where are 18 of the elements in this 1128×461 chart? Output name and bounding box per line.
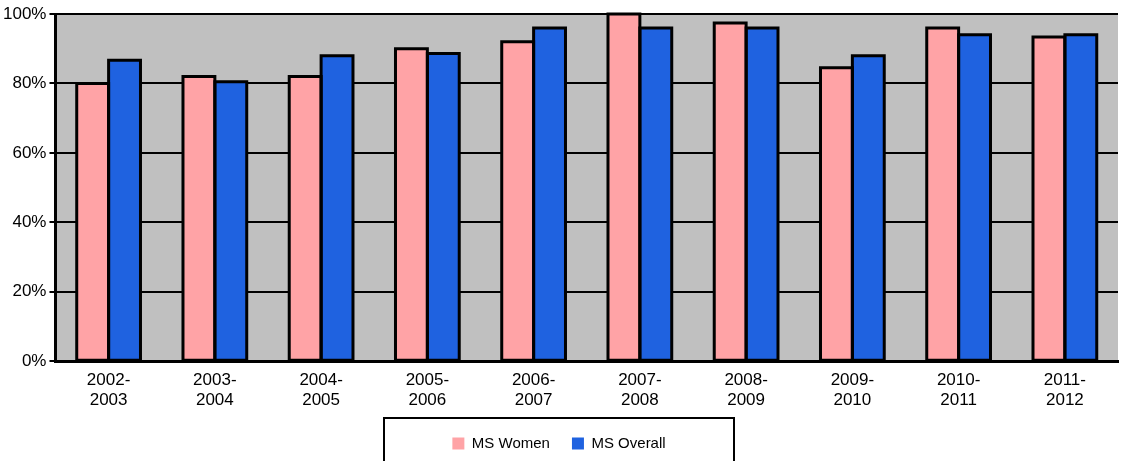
legend-label: MS Overall [591, 433, 666, 451]
x-tick-label: 2004-2005 [299, 370, 343, 410]
x-tick-label: 2009-2010 [830, 370, 875, 410]
x-tick-label: 2005-2006 [405, 370, 450, 410]
y-tick-label: 60% [12, 142, 47, 162]
legend-label: MS Women [471, 433, 550, 451]
y-tick-label: 20% [12, 281, 47, 301]
y-tick-label: 80% [12, 73, 47, 93]
x-tick-label: 2011-2012 [1043, 370, 1086, 410]
x-tick-label: 2007-2008 [618, 370, 662, 410]
x-tick-label: 2003-2004 [193, 370, 237, 410]
x-tick-label: 2008-2009 [724, 370, 768, 410]
y-tick-label: 40% [12, 212, 47, 232]
x-tick-label: 2002-2003 [86, 370, 131, 410]
y-tick-label: 100% [3, 3, 47, 23]
x-tick-label: 2010-2011 [936, 370, 981, 410]
x-tick-label: 2006-2007 [511, 370, 556, 410]
y-tick-label: 0% [21, 350, 47, 370]
